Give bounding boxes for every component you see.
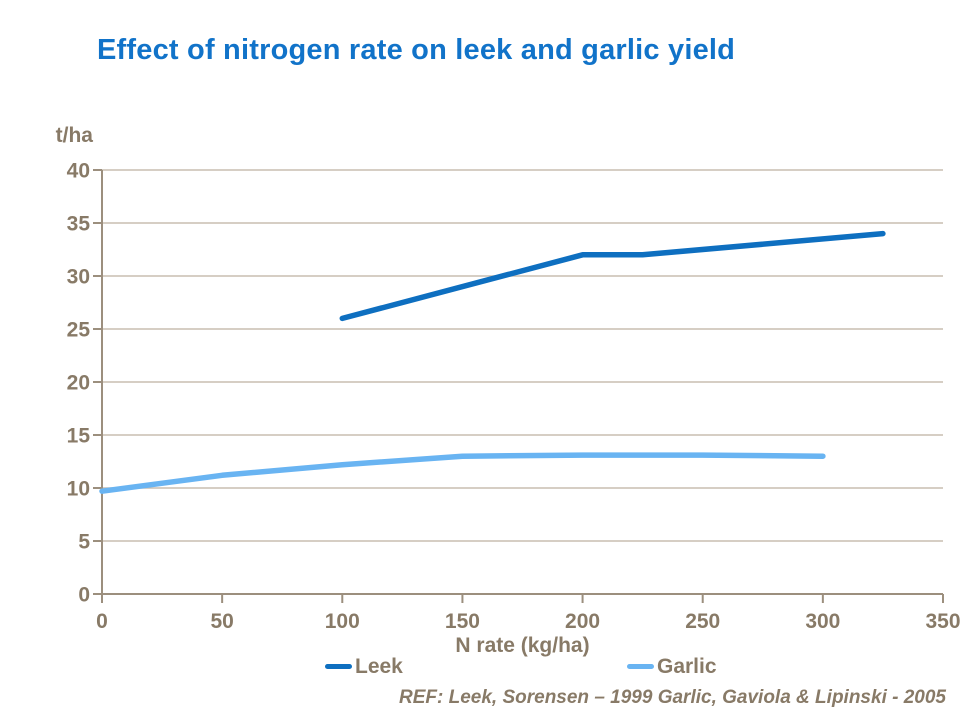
legend-item-garlic: Garlic <box>627 653 717 680</box>
page-title: Effect of nitrogen rate on leek and garl… <box>97 34 736 66</box>
y-tick-label: 25 <box>67 319 91 342</box>
leek-line-marker-icon <box>325 664 352 669</box>
y-tick-label: 20 <box>67 372 90 395</box>
leek-line <box>339 230 886 322</box>
y-axis-unit-label: t/ha <box>55 124 93 147</box>
x-axis-title: N rate (kg/ha) <box>455 634 590 657</box>
y-tick-label: 35 <box>67 213 91 236</box>
y-tick-label: 30 <box>67 266 90 289</box>
legend-item-leek: Leek <box>325 653 403 680</box>
x-tick-label: 50 <box>210 610 233 633</box>
x-tick-label: 0 <box>96 610 108 633</box>
x-tick-label: 150 <box>445 610 480 633</box>
legend-label-leek: Leek <box>355 654 403 678</box>
x-tick-label: 300 <box>805 610 840 633</box>
y-tick-label: 40 <box>67 160 90 183</box>
x-tick-label: 250 <box>685 610 720 633</box>
reference-citation: REF: Leek, Sorensen – 1999 Garlic, Gavio… <box>398 687 946 708</box>
y-tick-label: 0 <box>78 584 90 607</box>
y-tick-label: 5 <box>78 531 90 554</box>
legend-label-garlic: Garlic <box>657 654 717 678</box>
x-tick-label: 100 <box>325 610 360 633</box>
garlic-line <box>99 452 826 494</box>
garlic-line-marker-icon <box>627 664 654 669</box>
x-tick-label: 350 <box>925 610 960 633</box>
x-tick-label: 200 <box>565 610 600 633</box>
y-tick-label: 10 <box>67 478 90 501</box>
y-tick-label: 15 <box>67 425 91 448</box>
